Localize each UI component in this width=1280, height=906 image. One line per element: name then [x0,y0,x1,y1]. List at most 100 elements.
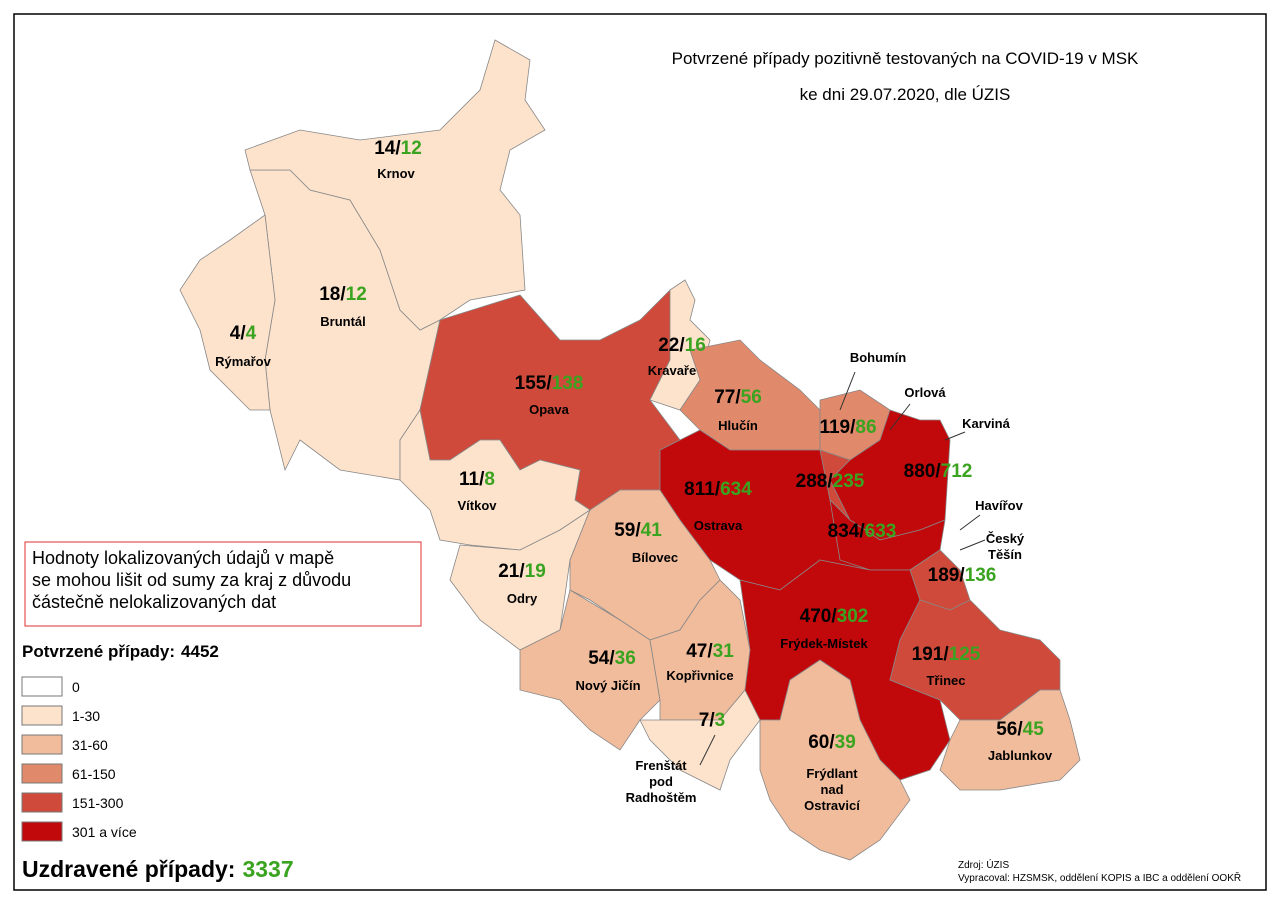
region-name: Jablunkov [988,748,1053,763]
region [939,689,1081,791]
region-count: 880/712 [904,461,973,482]
region-name: pod [649,774,673,789]
region-name: nad [820,782,843,797]
region-name: Karviná [962,416,1010,431]
recovered-value: 8 [484,469,495,490]
confirmed-value: 18 [319,284,340,305]
leader-line [889,403,911,431]
legend-swatch [21,676,63,697]
recovered-value: 16 [685,335,706,356]
region-count: 54/36 [588,648,636,669]
recovered-value: 31 [713,641,735,662]
region [244,39,546,331]
leader-line [699,734,716,766]
confirmed-value: 54 [588,648,610,669]
region-name: Krnov [377,166,415,181]
title: ke dni 29.07.2020, dle ÚZIS [800,85,1011,104]
region-name: Odry [507,591,538,606]
recovered-value: 302 [837,606,869,627]
separator: / [519,561,525,582]
separator: / [546,373,552,394]
region-name: Havířov [975,498,1023,513]
separator: / [827,471,833,492]
confirmed-value: 191 [912,644,944,665]
leader-line [959,514,981,531]
confirmed-value: 288 [796,471,828,492]
region [829,498,946,571]
legend-label: 151-300 [72,795,124,811]
legend-swatch [21,734,63,755]
recovered-title-text: Uzdravené případy: [22,856,235,882]
region-count: 21/19 [498,561,546,582]
region-count: 119/86 [819,417,876,438]
legend-label: 0 [72,679,80,695]
legend-title: Potvrzené případy: 4452 [22,642,219,661]
recovered-value: 41 [641,520,663,541]
recovered-value: 19 [525,561,546,582]
recovered-value: 36 [615,648,636,669]
legend-total: 4452 [181,642,219,661]
confirmed-value: 4 [230,323,241,344]
region-count: 77/56 [714,387,762,408]
region-name: Bílovec [632,550,678,565]
region-count: 56/45 [996,719,1044,740]
region-count: 47/31 [686,641,734,662]
region-name: Třinec [926,673,965,688]
confirmed-value: 119 [819,417,850,438]
recovered-value: 3 [715,710,726,731]
legend-label: 1-30 [72,708,100,724]
region [759,659,911,861]
separator: / [959,565,965,586]
confirmed-value: 47 [686,641,707,662]
confirmed-value: 14 [374,138,396,159]
recovered-total: 3337 [242,856,293,882]
note-text: se mohou lišit od sumy za kraj z důvodu [32,570,351,590]
leader-line [944,431,966,441]
separator: / [850,417,856,438]
region-name: Kopřivnice [666,668,733,683]
separator: / [831,606,837,627]
confirmed-value: 56 [996,719,1017,740]
separator: / [395,138,401,159]
separator: / [1017,719,1023,740]
separator: / [635,520,641,541]
note-text: částečně nelokalizovaných dat [32,592,276,612]
region-count: 4/4 [230,323,257,344]
separator: / [859,521,865,542]
legend-label: 31-60 [72,737,108,753]
recovered-title: Uzdravené případy: 3337 [22,856,294,882]
region-count: 191/125 [912,644,981,665]
legend-label: 61-150 [72,766,116,782]
confirmed-value: 811 [684,479,715,500]
region-count: 189/136 [928,565,997,586]
confirmed-value: 880 [904,461,936,482]
separator: / [707,641,713,662]
region-name: Rýmařov [215,354,271,369]
separator: / [735,387,741,408]
confirmed-value: 155 [515,373,547,394]
source-text: Vypracoval: HZSMSK, oddělení KOPIS a IBC… [958,871,1241,884]
region [179,214,276,411]
confirmed-value: 11 [459,469,480,490]
region-count: 470/302 [800,606,869,627]
region-count: 834/633 [828,521,897,542]
recovered-value: 235 [833,471,865,492]
region-count: 155/138 [515,373,584,394]
region-name: Opava [529,402,570,417]
separator: / [679,335,685,356]
recovered-value: 56 [741,387,762,408]
region-count: 14/12 [374,138,422,159]
region-name: Vítkov [457,498,497,513]
legend-title-text: Potvrzené případy: [22,642,175,661]
region-count: 11/8 [459,469,495,490]
region-name: Bruntál [320,314,366,329]
separator: / [340,284,346,305]
confirmed-value: 77 [714,387,735,408]
region-name: Frýdek-Místek [780,636,868,651]
legend-swatch [21,792,63,813]
region-count: 288/235 [796,471,865,492]
region [519,589,661,751]
confirmed-value: 7 [699,710,710,731]
region-name: Ostrava [694,518,743,533]
